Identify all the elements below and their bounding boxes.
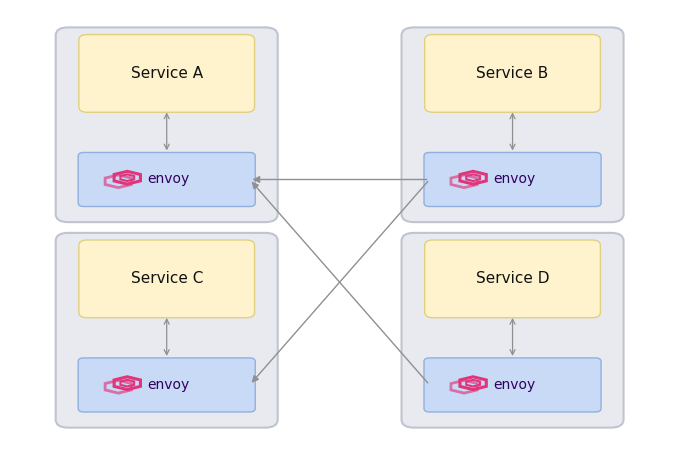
Text: envoy: envoy bbox=[494, 378, 536, 392]
FancyBboxPatch shape bbox=[79, 240, 255, 318]
Text: Service A: Service A bbox=[131, 66, 203, 81]
FancyBboxPatch shape bbox=[79, 35, 255, 112]
FancyBboxPatch shape bbox=[78, 358, 256, 412]
Text: Service D: Service D bbox=[476, 271, 550, 286]
Text: envoy: envoy bbox=[494, 172, 536, 187]
FancyBboxPatch shape bbox=[424, 152, 601, 207]
Text: Service C: Service C bbox=[130, 271, 203, 286]
FancyBboxPatch shape bbox=[402, 27, 624, 222]
FancyBboxPatch shape bbox=[56, 27, 278, 222]
FancyBboxPatch shape bbox=[78, 152, 256, 207]
Text: envoy: envoy bbox=[148, 378, 190, 392]
FancyBboxPatch shape bbox=[425, 240, 601, 318]
Text: envoy: envoy bbox=[148, 172, 190, 187]
FancyBboxPatch shape bbox=[56, 233, 278, 428]
FancyBboxPatch shape bbox=[424, 358, 601, 412]
Text: Service B: Service B bbox=[477, 66, 549, 81]
FancyBboxPatch shape bbox=[402, 233, 624, 428]
FancyBboxPatch shape bbox=[425, 35, 601, 112]
